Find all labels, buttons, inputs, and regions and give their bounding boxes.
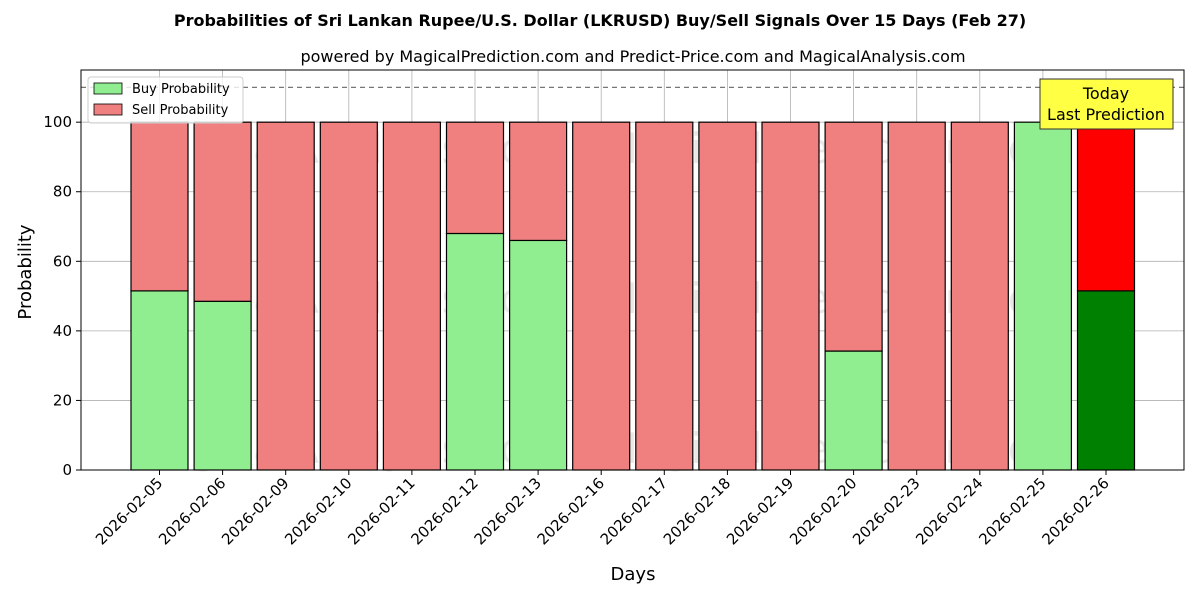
x-tick-label: 2026-02-06 [155,474,229,548]
bars [130,121,1136,471]
bar-sell-2026-02-24 [950,121,1009,471]
bar-buy-2026-02-05 [130,290,189,471]
x-axis-ticks: 2026-02-052026-02-062026-02-092026-02-10… [92,470,1113,548]
bar-sell-2026-02-10 [319,121,378,471]
y-tick-label: 80 [53,183,72,201]
bar-sell-2026-02-19 [761,121,820,471]
x-tick-label: 2026-02-11 [344,474,418,548]
bar-buy-2026-02-06 [193,300,252,471]
x-tick-label: 2026-02-17 [597,474,671,548]
legend-swatch-sell [93,103,123,116]
x-tick-label: 2026-02-09 [218,474,292,548]
bar-sell-2026-02-12 [445,121,505,235]
bar-sell-2026-02-18 [698,121,757,471]
bar-sell-2026-02-05 [130,121,189,292]
x-axis-label: Days [611,564,656,585]
y-tick-label: 0 [62,461,72,479]
legend-label-buy: Buy Probability [132,82,230,97]
annotation-line-2: Last Prediction [1047,105,1165,124]
bar-buy-2026-02-26 [1076,290,1136,471]
bar-sell-2026-02-26 [1076,121,1136,292]
x-tick-label: 2026-02-19 [723,474,797,548]
x-tick-label: 2026-02-10 [281,474,355,548]
y-tick-label: 20 [53,391,72,409]
plot-frame [80,69,1185,471]
annotation-box [1039,78,1174,130]
x-tick-label: 2026-02-25 [975,474,1049,548]
x-tick-label: 2026-02-20 [786,474,860,548]
bar-sell-2026-02-13 [509,121,568,242]
bar-buy-2026-02-13 [509,239,568,471]
chart-subtitle: powered by MagicalPrediction.com and Pre… [300,47,965,66]
x-tick-label: 2026-02-23 [849,474,923,548]
bar-sell-2026-02-11 [382,121,441,471]
x-tick-label: 2026-02-12 [407,474,481,548]
y-axis-ticks: 0 20 40 60 80 100 [43,113,81,479]
x-tick-label: 2026-02-18 [660,474,734,548]
bar-sell-2026-02-06 [193,121,252,302]
x-tick-label: 2026-02-26 [1038,474,1112,548]
bar-sell-2026-02-16 [572,121,631,471]
y-tick-label: 40 [53,322,72,340]
today-annotation: Today Last Prediction [1039,78,1174,130]
annotation-line-1: Today [1082,84,1129,103]
y-tick-label: 100 [43,113,72,131]
legend-swatch-buy [93,82,123,95]
x-tick-label: 2026-02-05 [92,474,166,548]
bar-sell-2026-02-23 [887,121,946,471]
x-tick-label: 2026-02-24 [912,474,986,548]
bar-buy-2026-02-12 [445,232,505,471]
legend-label-sell: Sell Probability [132,103,229,118]
y-axis-label: Probability [15,224,36,319]
legend: Buy Probability Sell Probability [87,76,244,124]
chart-title: Probabilities of Sri Lankan Rupee/U.S. D… [174,11,1026,30]
bar-sell-2026-02-17 [635,121,694,471]
bar-buy-2026-02-20 [824,350,883,471]
x-tick-label: 2026-02-16 [534,474,608,548]
bar-buy-2026-02-25 [1013,121,1073,471]
y-tick-label: 60 [53,252,72,270]
bar-sell-2026-02-20 [824,121,883,352]
legend-box [87,76,244,124]
x-tick-label: 2026-02-13 [471,474,545,548]
bar-sell-2026-02-09 [256,121,315,471]
